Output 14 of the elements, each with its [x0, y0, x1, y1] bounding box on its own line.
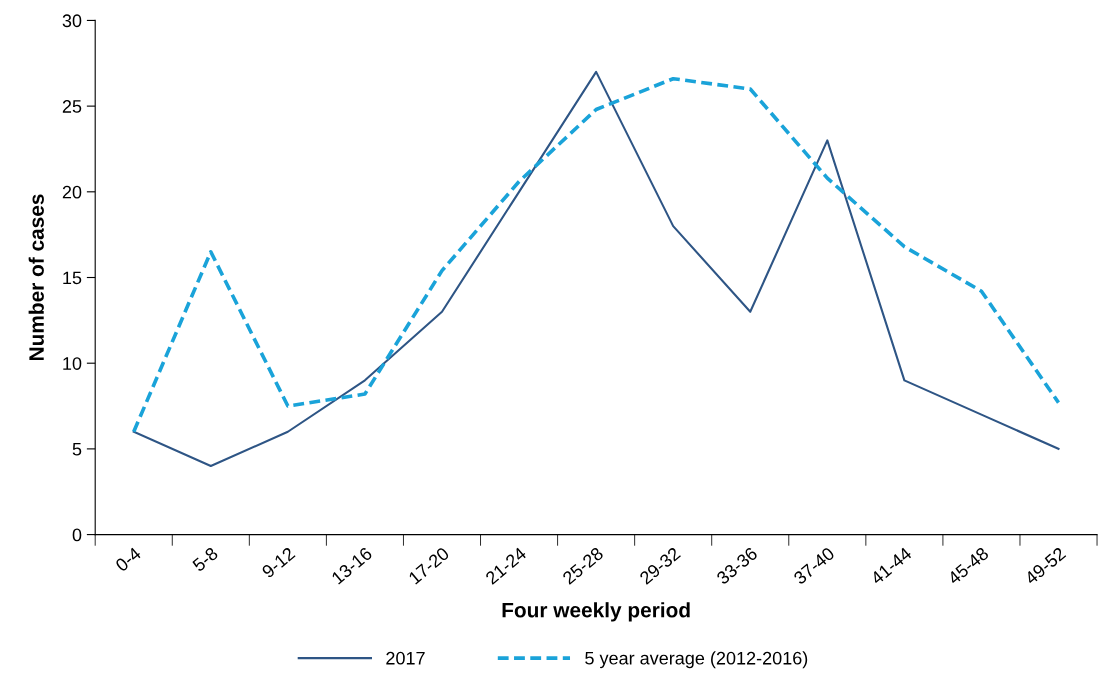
x-tick-label: 0-4 — [114, 546, 142, 573]
x-tick-label: 5-8 — [191, 546, 219, 573]
legend-label: 5 year average (2012-2016) — [585, 651, 808, 669]
y-tick-label: 25 — [62, 100, 82, 113]
legend-label: 2017 — [386, 651, 425, 665]
x-axis-title: Four weekly period — [502, 602, 690, 622]
y-tick-label: 10 — [63, 357, 82, 370]
y-tick-label: 15 — [63, 271, 82, 285]
y-tick-label: 0 — [72, 528, 82, 542]
y-tick-label: 30 — [62, 14, 82, 28]
y-axis-title: Number of cases — [28, 194, 44, 361]
x-tick-label: 9-12 — [261, 546, 296, 579]
y-tick-label: 20 — [62, 185, 82, 199]
y-tick-label: 5 — [72, 443, 82, 456]
